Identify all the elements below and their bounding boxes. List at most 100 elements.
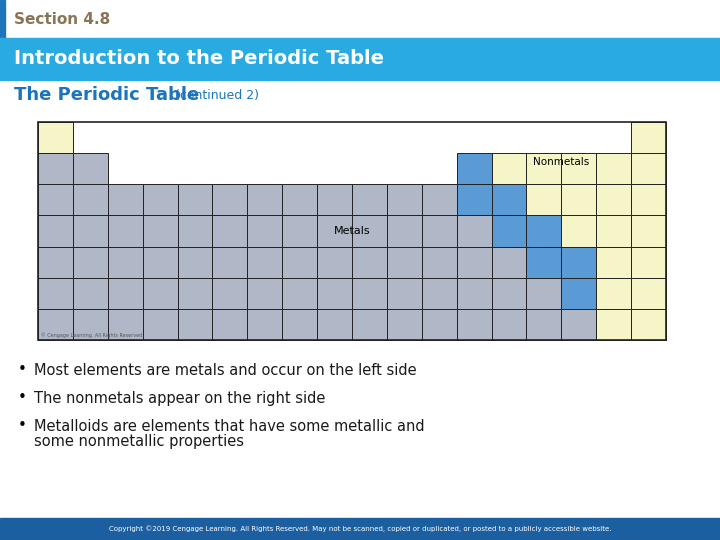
Bar (352, 278, 387, 309)
Bar (562, 153, 596, 184)
Bar (631, 122, 666, 153)
Bar (178, 215, 212, 247)
Bar (38, 122, 73, 153)
Bar (248, 309, 282, 340)
Bar (352, 247, 387, 278)
Text: •: • (18, 362, 27, 377)
Bar (108, 247, 143, 278)
Bar (212, 247, 248, 278)
Bar (422, 247, 456, 278)
Text: some nonmetallic properties: some nonmetallic properties (34, 434, 244, 449)
Bar (248, 247, 282, 278)
Bar (456, 278, 492, 309)
Bar (108, 184, 143, 215)
Bar (526, 278, 562, 309)
Bar (422, 215, 456, 247)
Bar (212, 184, 248, 215)
Text: •: • (18, 390, 27, 405)
Bar (456, 184, 492, 215)
Bar (248, 215, 282, 247)
Bar (492, 278, 526, 309)
Bar (526, 153, 562, 184)
Bar (73, 153, 108, 184)
Bar (596, 215, 631, 247)
Bar (0, 518, 720, 540)
Bar (38, 122, 666, 340)
Bar (108, 278, 143, 309)
Bar (38, 153, 73, 184)
Text: •: • (18, 418, 27, 433)
Bar (562, 184, 596, 215)
Text: The nonmetals appear on the right side: The nonmetals appear on the right side (34, 391, 325, 406)
Bar (631, 215, 666, 247)
Bar (143, 278, 178, 309)
Bar (352, 184, 387, 215)
Bar (526, 309, 562, 340)
Bar (596, 247, 631, 278)
Text: © Cengage Learning. All Rights Reserved.: © Cengage Learning. All Rights Reserved. (41, 333, 144, 338)
Bar (73, 309, 108, 340)
Bar (38, 184, 73, 215)
Bar (492, 184, 526, 215)
Text: The Periodic Table: The Periodic Table (14, 86, 199, 104)
Bar (387, 215, 422, 247)
Bar (73, 184, 108, 215)
Bar (317, 215, 352, 247)
Text: Copyright ©2019 Cengage Learning. All Rights Reserved. May not be scanned, copie: Copyright ©2019 Cengage Learning. All Ri… (109, 525, 611, 532)
Bar (387, 184, 422, 215)
Bar (456, 153, 492, 184)
Bar (492, 247, 526, 278)
Bar (73, 247, 108, 278)
Text: (continued 2): (continued 2) (175, 89, 259, 102)
Bar (631, 247, 666, 278)
Bar (562, 309, 596, 340)
Bar (108, 215, 143, 247)
Bar (526, 184, 562, 215)
Bar (422, 184, 456, 215)
Bar (282, 247, 317, 278)
Bar (282, 278, 317, 309)
Bar (248, 278, 282, 309)
Bar (143, 247, 178, 278)
Bar (178, 309, 212, 340)
Bar (38, 247, 73, 278)
Bar (248, 184, 282, 215)
Bar (178, 247, 212, 278)
Bar (562, 247, 596, 278)
Bar (143, 309, 178, 340)
Bar (178, 278, 212, 309)
Bar (631, 278, 666, 309)
Bar (562, 278, 596, 309)
Bar (456, 309, 492, 340)
Bar (422, 309, 456, 340)
Bar (0, 0, 5, 38)
Bar (317, 278, 352, 309)
Bar (212, 215, 248, 247)
Bar (143, 184, 178, 215)
Bar (38, 278, 73, 309)
Bar (631, 153, 666, 184)
Bar (631, 309, 666, 340)
Bar (0, 38, 720, 80)
Bar (317, 184, 352, 215)
Bar (108, 309, 143, 340)
Bar (526, 247, 562, 278)
Bar (526, 215, 562, 247)
Bar (492, 153, 526, 184)
Bar (73, 278, 108, 309)
Bar (492, 309, 526, 340)
Bar (456, 215, 492, 247)
Bar (212, 309, 248, 340)
Bar (38, 215, 73, 247)
Bar (456, 247, 492, 278)
Bar (422, 278, 456, 309)
Bar (178, 184, 212, 215)
Text: Metals: Metals (333, 226, 370, 236)
Bar (492, 215, 526, 247)
Bar (282, 184, 317, 215)
Bar (212, 278, 248, 309)
Bar (282, 309, 317, 340)
Bar (282, 215, 317, 247)
Text: Metalloids are elements that have some metallic and: Metalloids are elements that have some m… (34, 419, 425, 434)
Bar (631, 184, 666, 215)
